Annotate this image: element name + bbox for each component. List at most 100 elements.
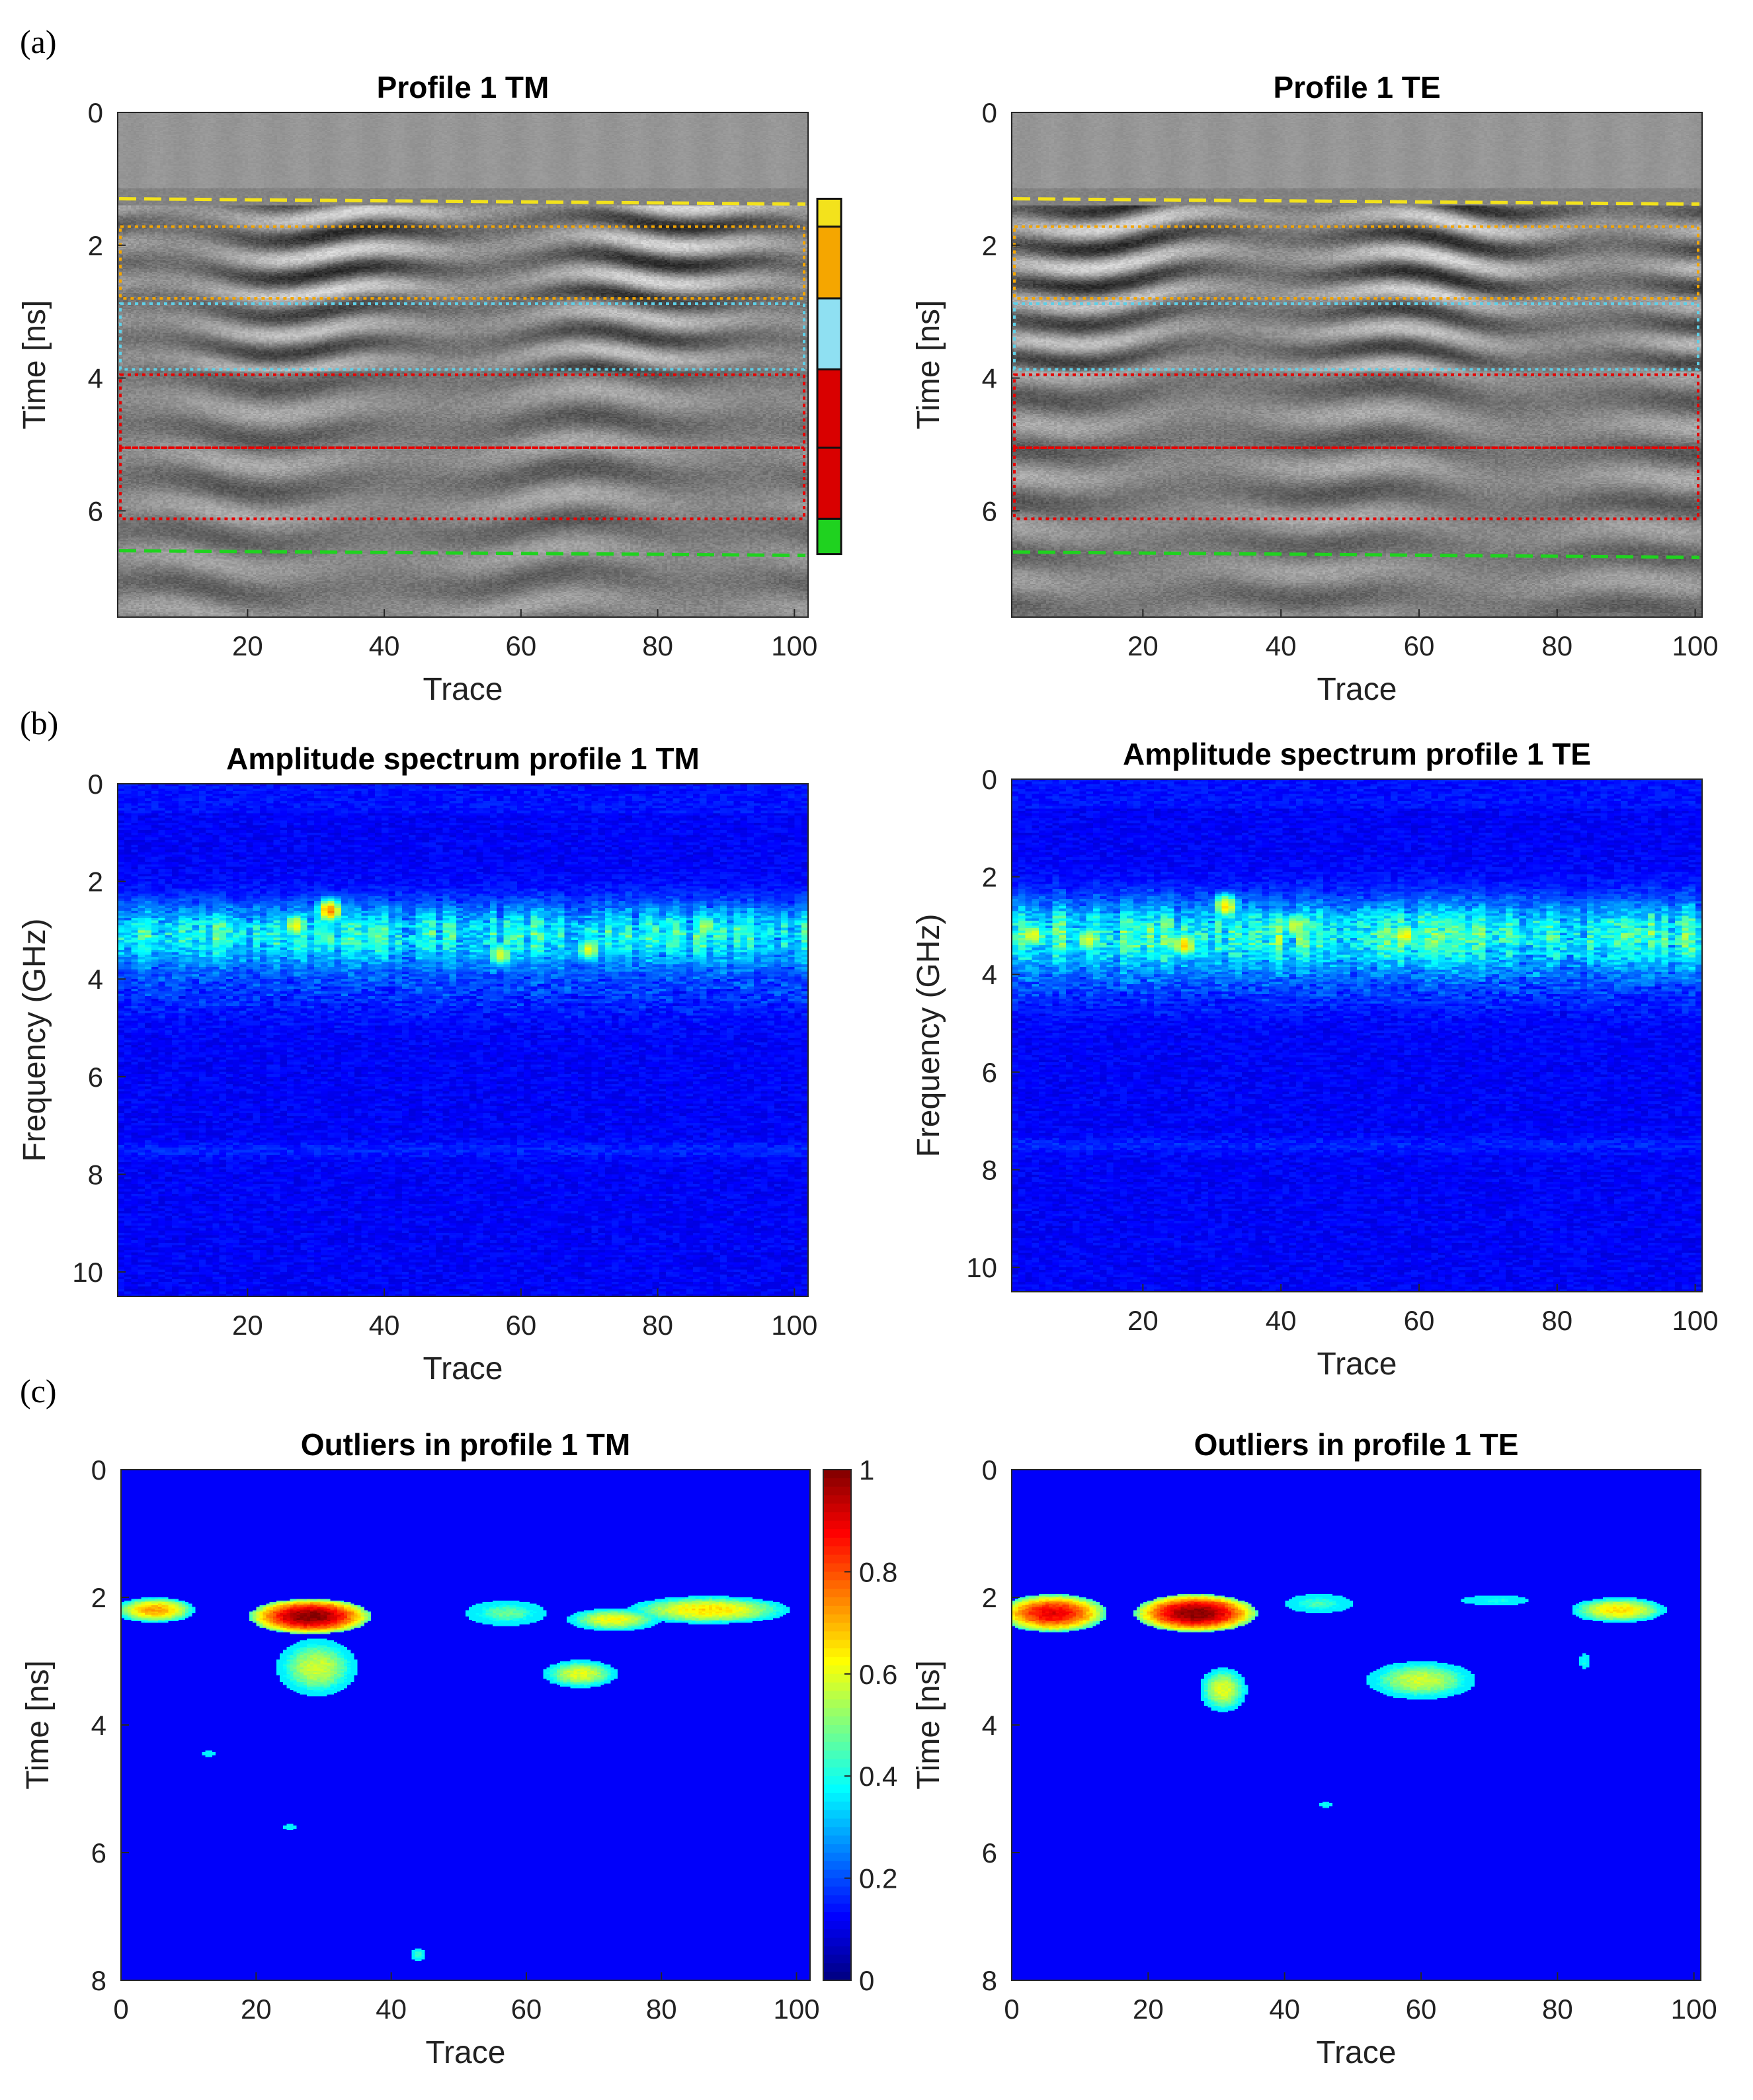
y-tick-label: 0 <box>982 764 997 795</box>
x-tick-label: 100 <box>771 630 817 661</box>
x-tick-label: 60 <box>506 630 537 661</box>
colorbar-segment <box>823 1512 851 1521</box>
x-tick-label: 60 <box>1406 1994 1437 2025</box>
y-tick-label: 4 <box>982 363 997 394</box>
colorbar-segment <box>823 1886 851 1896</box>
y-tick-label: 4 <box>982 959 997 990</box>
colorbar-segment <box>823 1470 851 1479</box>
colorbar-segment <box>823 1673 851 1683</box>
colorbar-segment <box>823 1699 851 1709</box>
y-tick-label: 6 <box>982 1057 997 1088</box>
y-tick-label: 0 <box>982 97 997 128</box>
colorbar-tick-label: 0.8 <box>859 1556 897 1587</box>
horizon-dashed-line <box>118 197 806 206</box>
y-axis-label: Time [ns] <box>20 1660 56 1790</box>
x-axis-label: Trace <box>1317 672 1397 707</box>
x-axis-label: Trace <box>426 2035 506 2070</box>
layer-legend-segment <box>816 198 842 228</box>
layer-dotted-box <box>1013 446 1699 521</box>
colorbar-segment <box>823 1537 851 1547</box>
chart-b_te: 20 40 60 80 100 0 2 4 6 8 10 Amplitude spectrum pro… <box>911 737 1719 1382</box>
horizon-dashed-line <box>1012 197 1700 206</box>
x-tick-label: 60 <box>1404 630 1435 661</box>
colorbar-segment <box>823 1869 851 1879</box>
colorbar-segment <box>823 1691 851 1701</box>
colorbar-segment <box>823 1725 851 1734</box>
y-tick-label: 10 <box>966 1252 997 1283</box>
x-tick-label: 80 <box>1541 630 1572 661</box>
horizon-dashed-line <box>1012 550 1700 560</box>
layer-legend-segment <box>816 297 842 371</box>
x-tick-label: 80 <box>642 1310 673 1341</box>
axes-frame <box>117 112 809 618</box>
y-tick-label: 6 <box>91 1837 106 1869</box>
x-tick-label: 20 <box>232 630 263 661</box>
x-tick-label: 100 <box>774 1994 820 2025</box>
y-tick-label: 2 <box>91 1582 106 1613</box>
chart-title: Amplitude spectrum profile 1 TM <box>226 741 700 776</box>
chart-title: Profile 1 TE <box>1273 70 1440 105</box>
colorbar-segment <box>823 1895 851 1904</box>
layer-legend-segment <box>816 517 842 556</box>
y-axis-label: Frequency (GHz) <box>17 918 52 1161</box>
x-tick-label: 80 <box>642 630 673 661</box>
y-tick-label: 0 <box>91 1454 106 1486</box>
chart-title: Outliers in profile 1 TE <box>1194 1427 1519 1462</box>
x-tick-label: 20 <box>232 1310 263 1341</box>
colorbar-segment <box>823 1631 851 1641</box>
colorbar-segment <box>823 1657 851 1666</box>
chart-a_te: 20 40 60 80 100 0 2 4 6 Profile 1 TE Trace Time [ns… <box>911 70 1719 707</box>
layer-legend-segment <box>816 368 842 449</box>
y-axis-label: Time [ns] <box>911 1660 946 1790</box>
colorbar-segment <box>823 1546 851 1556</box>
chart-a_tm: 20 40 60 80 100 0 2 4 6 Profile 1 TM Trace Time [ns… <box>17 70 842 707</box>
x-tick-label: 40 <box>1266 630 1297 661</box>
layer-dotted-box <box>119 446 805 521</box>
x-tick-label: 60 <box>506 1310 537 1341</box>
colorbar-segment <box>823 1554 851 1564</box>
colorbar-segment <box>823 1844 851 1853</box>
colorbar-segment <box>823 1750 851 1760</box>
heatmap-image <box>1012 779 1702 1292</box>
colorbar-segment <box>823 1801 851 1811</box>
y-tick-label: 8 <box>88 1159 103 1190</box>
colorbar-segment <box>823 1972 851 1981</box>
heatmap-image <box>118 784 808 1296</box>
x-axis-label: Trace <box>1317 1347 1397 1382</box>
x-tick-label: 100 <box>771 1310 817 1341</box>
panel-label-a: (a) <box>20 23 57 60</box>
y-tick-label: 6 <box>88 1062 103 1093</box>
x-tick-label: 60 <box>511 1994 542 2025</box>
colorbar-segment <box>823 1759 851 1769</box>
colorbar-segment <box>823 1589 851 1598</box>
colorbar-segment <box>823 1912 851 1921</box>
heatmap-image <box>1012 112 1702 617</box>
y-tick-label: 2 <box>88 866 103 898</box>
y-axis-label: Time [ns] <box>911 300 946 430</box>
y-tick-label: 6 <box>982 1837 997 1869</box>
x-tick-label: 20 <box>241 1994 272 2025</box>
layer-dotted-box <box>119 225 805 300</box>
x-axis-label: Trace <box>423 1351 503 1386</box>
x-tick-label: 20 <box>1127 630 1159 661</box>
x-tick-label: 80 <box>1542 1994 1573 2025</box>
colorbar-segment <box>823 1597 851 1607</box>
colorbar-segment <box>823 1521 851 1530</box>
x-tick-label: 20 <box>1133 1994 1164 2025</box>
x-tick-label: 0 <box>113 1994 128 2025</box>
colorbar-tick-label: 0.4 <box>859 1761 897 1792</box>
x-tick-label: 100 <box>1672 630 1719 661</box>
colorbar-segment <box>823 1827 851 1837</box>
y-axis-label: Time [ns] <box>17 300 52 430</box>
x-tick-label: 100 <box>1671 1994 1717 2025</box>
colorbar-segment <box>823 1648 851 1658</box>
chart-b_tm: 20 40 60 80 100 0 2 4 6 8 10 Amplitude spectrum pro… <box>17 741 817 1386</box>
colorbar-segment <box>823 1665 851 1675</box>
x-tick-label: 40 <box>376 1994 407 2025</box>
colorbar-segment <box>823 1478 851 1488</box>
colorbar-segment <box>823 1920 851 1930</box>
axes-frame <box>1011 112 1703 618</box>
colorbar-segment <box>823 1767 851 1777</box>
